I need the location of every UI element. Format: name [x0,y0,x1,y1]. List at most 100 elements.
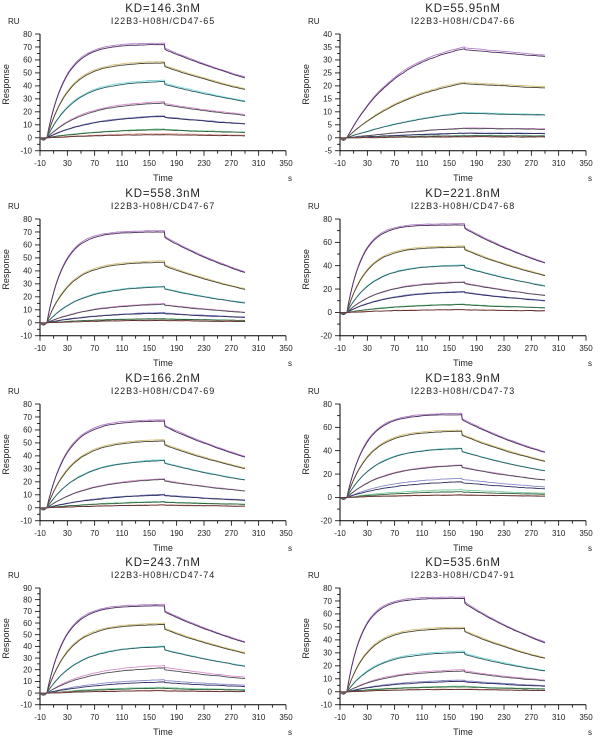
svg-text:70: 70 [23,228,32,237]
svg-text:-10: -10 [20,147,32,156]
svg-text:270: 270 [225,344,239,353]
svg-text:110: 110 [416,159,429,168]
svg-text:350: 350 [279,159,293,168]
svg-text:RU: RU [308,202,320,211]
svg-text:70: 70 [23,412,32,421]
svg-text:80: 80 [23,30,32,39]
svg-text:110: 110 [116,713,129,722]
svg-text:10: 10 [23,305,32,314]
svg-text:40: 40 [323,446,332,455]
svg-text:-20: -20 [320,516,332,525]
svg-text:70: 70 [90,713,99,722]
svg-text:s: s [588,728,592,737]
svg-text:270: 270 [525,528,539,537]
svg-text:-10: -10 [334,713,346,722]
svg-text:-20: -20 [320,331,332,340]
svg-text:0: 0 [28,503,33,512]
svg-text:KD=243.7nM: KD=243.7nM [125,557,200,569]
svg-text:KD=55.95nM: KD=55.95nM [425,3,500,15]
svg-text:60: 60 [323,610,332,619]
svg-text:350: 350 [579,159,593,168]
svg-text:60: 60 [323,423,332,432]
svg-text:80: 80 [323,584,332,593]
svg-text:40: 40 [323,636,332,645]
svg-text:190: 190 [170,528,184,537]
svg-text:s: s [588,359,592,368]
svg-text:KD=146.3nM: KD=146.3nM [125,3,200,15]
svg-text:-10: -10 [334,159,346,168]
svg-text:Time: Time [153,727,173,737]
svg-text:40: 40 [23,642,32,651]
svg-text:70: 70 [390,344,399,353]
svg-text:20: 20 [323,82,332,91]
svg-text:230: 230 [497,159,511,168]
svg-text:110: 110 [116,344,129,353]
svg-text:190: 190 [170,713,184,722]
svg-text:350: 350 [579,344,593,353]
svg-text:s: s [588,174,592,183]
svg-text:RU: RU [8,17,20,26]
svg-text:Time: Time [453,358,473,368]
svg-text:80: 80 [323,399,332,408]
svg-text:230: 230 [197,159,211,168]
svg-text:I22B3-H08H/CD47-91: I22B3-H08H/CD47-91 [411,570,515,580]
svg-text:5: 5 [328,121,333,130]
svg-text:20: 20 [323,469,332,478]
svg-text:50: 50 [23,438,32,447]
svg-text:270: 270 [525,159,539,168]
svg-text:310: 310 [552,344,566,353]
svg-text:190: 190 [470,344,484,353]
svg-text:RU: RU [308,387,320,396]
svg-text:0: 0 [328,308,333,317]
svg-text:80: 80 [23,215,32,224]
svg-text:60: 60 [23,619,32,628]
svg-text:20: 20 [23,292,32,301]
svg-text:230: 230 [197,528,211,537]
svg-text:RU: RU [8,571,20,580]
svg-text:RU: RU [8,387,20,396]
svg-text:20: 20 [323,662,332,671]
svg-text:I22B3-H08H/CD47-67: I22B3-H08H/CD47-67 [111,201,215,211]
svg-text:350: 350 [279,344,293,353]
svg-text:40: 40 [323,261,332,270]
svg-text:230: 230 [497,713,511,722]
svg-text:30: 30 [363,159,372,168]
svg-text:Time: Time [453,173,473,183]
svg-text:310: 310 [252,528,266,537]
svg-text:10: 10 [323,675,332,684]
svg-text:Response: Response [301,249,311,290]
svg-text:190: 190 [170,159,184,168]
svg-text:350: 350 [279,528,293,537]
svg-text:270: 270 [225,713,239,722]
svg-text:80: 80 [23,596,32,605]
svg-text:40: 40 [23,451,32,460]
svg-text:s: s [288,728,292,737]
svg-text:-10: -10 [20,331,32,340]
svg-text:Response: Response [1,434,11,475]
svg-text:150: 150 [143,344,157,353]
svg-text:310: 310 [552,713,566,722]
svg-text:270: 270 [225,528,239,537]
svg-text:30: 30 [363,344,372,353]
svg-text:30: 30 [23,95,32,104]
svg-text:40: 40 [23,266,32,275]
svg-text:KD=183.9nM: KD=183.9nM [425,373,500,385]
svg-text:20: 20 [23,108,32,117]
svg-text:Response: Response [1,249,11,290]
svg-text:-10: -10 [334,344,346,353]
svg-text:80: 80 [23,399,32,408]
svg-text:230: 230 [197,713,211,722]
svg-text:30: 30 [23,464,32,473]
svg-text:Response: Response [301,618,311,659]
svg-text:s: s [288,543,292,552]
svg-text:30: 30 [63,159,72,168]
svg-text:150: 150 [443,159,457,168]
svg-text:-5: -5 [325,147,333,156]
svg-text:Time: Time [153,173,173,183]
svg-text:310: 310 [552,159,566,168]
svg-text:150: 150 [443,344,457,353]
svg-text:190: 190 [470,713,484,722]
svg-text:s: s [288,359,292,368]
svg-text:110: 110 [416,713,429,722]
svg-text:270: 270 [525,713,539,722]
